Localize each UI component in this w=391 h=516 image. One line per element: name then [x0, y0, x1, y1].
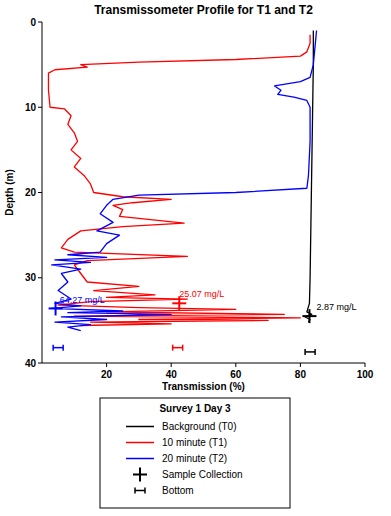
x-tick-label: 20	[101, 369, 113, 380]
legend-swatch	[126, 442, 154, 444]
legend-title: Survey 1 Day 3	[159, 403, 231, 414]
legend-swatch-h	[135, 490, 145, 492]
x-tick	[235, 363, 236, 367]
x-tick-label: 80	[295, 369, 307, 380]
legend-label: 10 minute (T1)	[162, 437, 227, 448]
annotation: 25.07 mg/L	[179, 289, 224, 299]
bottom-marker-r	[182, 345, 184, 351]
bottom-marker-l	[52, 345, 54, 351]
sample-marker	[302, 309, 316, 323]
profile-line	[48, 35, 310, 326]
bottom-marker-l	[304, 349, 306, 355]
y-tick	[38, 192, 42, 193]
bottom-marker-h	[53, 347, 63, 349]
annotation: 2.87 mg/L	[317, 302, 357, 312]
bottom-marker	[53, 345, 63, 351]
legend-label: Background (T0)	[162, 421, 236, 432]
legend-swatch	[133, 468, 147, 482]
x-tick	[365, 363, 366, 367]
bottom-marker-h	[305, 351, 315, 353]
x-tick	[171, 363, 172, 367]
x-tick-label: 40	[166, 369, 178, 380]
profile-line	[52, 31, 317, 331]
bottom-marker-l	[172, 345, 174, 351]
bottom-marker	[305, 349, 315, 355]
legend-label: 20 minute (T2)	[162, 453, 227, 464]
bottom-marker-r	[62, 345, 64, 351]
y-axis-title: Depth (m)	[4, 169, 15, 216]
legend-box	[100, 398, 290, 508]
annotation: 64.27 mg/L	[60, 295, 105, 305]
bottom-marker	[173, 345, 183, 351]
y-tick-label: 30	[25, 272, 37, 283]
legend-swatch	[135, 488, 145, 494]
x-tick-label: 100	[357, 369, 374, 380]
legend-label: Bottom	[162, 485, 194, 496]
y-tick-label: 0	[30, 17, 36, 28]
plot-area	[48, 31, 316, 355]
y-tick	[38, 22, 42, 23]
legend-swatch	[126, 426, 154, 428]
sample-marker-v	[308, 309, 310, 323]
legend-swatch-v	[139, 468, 141, 482]
x-tick	[300, 363, 301, 367]
legend-swatch-r	[144, 488, 146, 494]
bottom-marker-h	[173, 347, 183, 349]
sample-marker-v	[55, 301, 57, 315]
x-axis	[42, 363, 365, 364]
title: Transmissometer Profile for T1 and T2	[94, 3, 313, 17]
y-tick	[38, 107, 42, 108]
legend-label: Sample Collection	[162, 469, 243, 480]
x-tick-label: 60	[230, 369, 242, 380]
y-tick-label: 10	[25, 102, 37, 113]
y-tick-label: 40	[25, 358, 37, 369]
y-tick	[38, 363, 42, 364]
legend-swatch-l	[134, 488, 136, 494]
legend-swatch	[126, 458, 154, 460]
profile-line	[305, 31, 313, 323]
y-tick	[38, 277, 42, 278]
y-tick-label: 20	[25, 187, 37, 198]
chart: Transmissometer Profile for T1 and T2 0 10…	[0, 0, 391, 516]
x-axis-title: Transmission (%)	[162, 381, 245, 392]
x-tick	[106, 363, 107, 367]
bottom-marker-r	[314, 349, 316, 355]
